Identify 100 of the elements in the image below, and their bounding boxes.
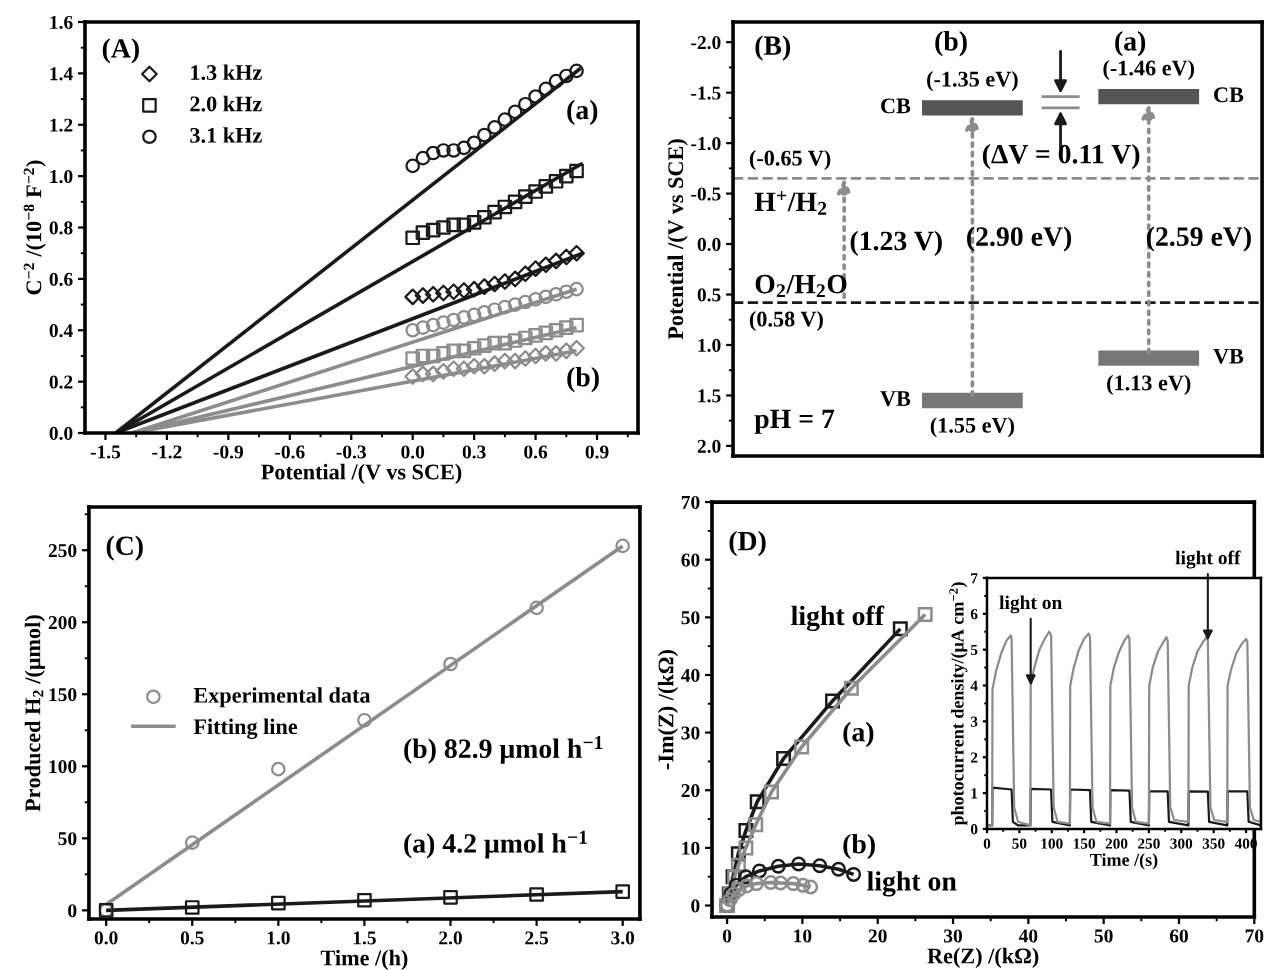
data-label: (-1.35 eV) — [927, 70, 1018, 92]
y-tick-label: 30 — [681, 726, 700, 740]
annotation: (2.59 eV) — [1146, 226, 1251, 252]
annotation: light on — [867, 871, 957, 897]
x-tick-label: 200 — [1105, 838, 1128, 849]
y-tick-label: 1 — [971, 788, 978, 799]
y-axis-title: photocurrent density/(μA cm$^{−2}$) — [949, 582, 968, 826]
x-tick-label: 0 — [983, 838, 991, 849]
y-tick-label: 0.6 — [49, 272, 73, 286]
y-tick-label: 0.0 — [697, 237, 721, 252]
y-tick-label: -0.5 — [691, 187, 721, 201]
x-tick-label: 3.0 — [611, 931, 635, 945]
y-tick-label: 1.2 — [50, 118, 73, 132]
y-tick-label: 6 — [970, 608, 978, 620]
data-label: (1.13 eV) — [1107, 374, 1191, 395]
y-tick-label: 50 — [681, 611, 700, 625]
x-tick-label: 150 — [1073, 838, 1096, 849]
x-axis-title: Time /(h) — [320, 949, 408, 970]
ref-line-label: (-0.65 V) — [749, 149, 831, 171]
x-tick-label: 0.9 — [585, 445, 609, 459]
x-tick-label: -0.9 — [213, 445, 244, 459]
x-tick-label: 30 — [944, 929, 963, 943]
x-tick-label: 0.0 — [401, 445, 425, 459]
y-tick-label: 150 — [49, 688, 77, 702]
x-tick-label: 0.6 — [524, 445, 548, 459]
x-axis-title: Time /(s) — [1090, 853, 1158, 870]
annotation: (C) — [106, 535, 143, 561]
annotation: (A) — [102, 38, 139, 64]
annotation: (1.23 V) — [850, 230, 942, 256]
y-axis-title: Produced H$_{2}$ /(μmol) — [24, 615, 45, 812]
x-tick-label: 10 — [794, 929, 812, 943]
y-tick-label: 1.0 — [698, 338, 721, 352]
annotation: (b) — [567, 366, 599, 393]
annotation: pH = 7 — [754, 409, 835, 434]
annotation: light off — [1175, 550, 1241, 569]
x-tick-label: 250 — [1138, 838, 1160, 849]
y-tick-label: 0.4 — [49, 324, 73, 338]
y-tick-label: 1.5 — [698, 389, 721, 403]
y-axis-title: -Im(Z) /(kΩ) — [657, 650, 678, 770]
y-tick-label: 0.5 — [697, 288, 721, 302]
annotation: (D) — [729, 530, 766, 557]
y-tick-label: 0.0 — [49, 426, 73, 441]
annotation: O$_{2}$/H$_{2}$O — [755, 274, 847, 298]
x-tick-label: 300 — [1170, 838, 1193, 849]
x-tick-label: -0.6 — [275, 445, 305, 459]
x-tick-label: -1.2 — [152, 445, 182, 459]
y-tick-label: -2.0 — [691, 36, 721, 50]
y-axis-title: Potential /(V vs SCE) — [667, 139, 688, 340]
annotation: (a) — [843, 721, 874, 748]
x-tick-label: 350 — [1202, 838, 1225, 849]
y-tick-label: 2 — [970, 752, 978, 763]
y-tick-label: 4 — [970, 680, 978, 691]
annotation: light on — [999, 595, 1063, 614]
y-tick-label: 0 — [970, 824, 978, 835]
data-label: (1.55 eV) — [930, 417, 1014, 438]
y-tick-label: 60 — [681, 553, 700, 567]
y-tick-label: 0.8 — [49, 221, 73, 235]
annotation: (a) 4.2 μmol h$^{−1}$ — [404, 830, 587, 859]
x-axis-title: Re(Z) /(kΩ) — [927, 947, 1039, 969]
y-tick-label: 0 — [691, 899, 700, 913]
x-tick-label: 70 — [1245, 929, 1264, 943]
x-tick-label: 50 — [1094, 929, 1113, 943]
y-axis-title: C$^{−2}$ /(10$^{−8}$ F$^{−2}$) — [23, 160, 46, 295]
annotation: (2.90 eV) — [967, 226, 1072, 252]
y-tick-label: 5 — [970, 644, 978, 656]
annotation: (b) — [935, 31, 967, 57]
y-tick-label: 1.4 — [50, 67, 73, 81]
data-label: (-1.46 eV) — [1103, 59, 1195, 81]
x-tick-label: 0.5 — [180, 931, 204, 945]
x-tick-label: 100 — [1041, 838, 1063, 849]
annotation: (B) — [755, 35, 791, 61]
y-tick-label: -1.0 — [691, 136, 721, 151]
annotation: light off — [791, 605, 885, 632]
y-tick-label: 3 — [970, 716, 978, 727]
y-tick-label: 0 — [68, 904, 77, 918]
x-tick-label: 60 — [1169, 929, 1188, 943]
annotation: (b) — [843, 833, 875, 860]
x-tick-label: 50 — [1012, 838, 1027, 849]
y-tick-label: 20 — [681, 784, 700, 798]
y-tick-label: 0.2 — [49, 375, 73, 389]
series-label: VB — [1213, 348, 1244, 364]
x-axis-title: Potential /(V vs SCE) — [261, 463, 462, 484]
y-tick-label: 100 — [49, 760, 77, 774]
y-tick-label: 200 — [48, 616, 77, 630]
y-tick-label: -1.5 — [691, 86, 721, 100]
y-tick-label: 1.0 — [50, 169, 73, 184]
x-tick-label: 40 — [1018, 929, 1038, 943]
x-tick-label: 1.5 — [353, 931, 376, 945]
annotation: (ΔV = 0.11 V) — [982, 143, 1140, 170]
annotation: H$^{+}$/H$_{2}$ — [754, 190, 827, 215]
x-tick-label: 2.5 — [525, 931, 549, 945]
y-tick-label: 70 — [681, 495, 700, 510]
legend-label: Fitting line — [193, 718, 298, 739]
annotation: (a) — [567, 99, 598, 126]
legend-label: 2.0 kHz — [190, 95, 262, 112]
legend-label: Experimental data — [193, 687, 371, 708]
y-tick-label: 7 — [971, 573, 978, 584]
series-label: CB — [881, 98, 911, 114]
x-tick-label: -1.5 — [90, 445, 121, 459]
legend-label: 3.1 kHz — [190, 127, 262, 143]
